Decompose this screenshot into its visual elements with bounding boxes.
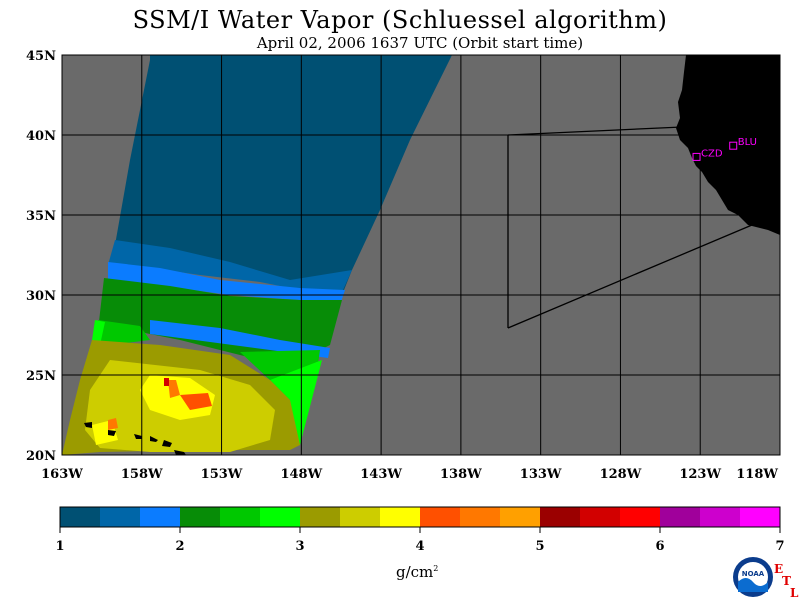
swath-band-bright-blue [108,262,345,305]
lon-axis-labels: 163W 158W 153W 148W 143W 138W 133W 128W 123W 118W [41,467,778,482]
map-title: SSM/I Water Vapor (Schluessel algorithm) [132,6,668,34]
colorbar-swatch [140,507,181,527]
lon-label: 158W [121,467,163,482]
swath-patch-orange-3 [108,418,118,430]
colorbar-swatch [620,507,661,527]
colorbar-swatch [300,507,341,527]
lat-label: 30N [26,289,56,304]
colorbar-swatch [660,507,701,527]
colorbar-units: g/cm2 [396,563,439,581]
lon-label: 138W [440,467,482,482]
map-subtitle: April 02, 2006 1637 UTC (Orbit start tim… [256,34,584,52]
station-label: BLU [738,137,757,148]
lat-label: 35N [26,209,56,224]
lon-label: 128W [600,467,642,482]
lon-label: 153W [201,467,243,482]
etl-letter-l: L [790,586,799,600]
colorbar-swatch [100,507,141,527]
colorbar-swatch [540,507,581,527]
grid-lines [61,54,781,456]
colorbar-swatch [180,507,221,527]
swath-band-mid-blue [108,240,352,290]
swath-band-bright-green [270,360,322,445]
noaa-logo-text: NOAA [742,570,765,578]
colorbar-swatch [60,507,101,527]
lon-label: 163W [41,467,83,482]
colorbar-tick-label: 3 [295,539,304,554]
station-marker [692,152,701,161]
swath-patch-orange-2 [180,393,212,410]
swath-band-green [96,320,150,345]
lat-label: 25N [26,369,56,384]
noaa-logo: NOAA [733,557,773,597]
lon-label: 143W [360,467,402,482]
land-west-coast [676,55,780,235]
station-label: CZD [701,148,723,159]
swath-band-dark-blue [115,55,452,300]
etl-letter-e: E [774,562,784,576]
swath-streak-blue [150,320,330,358]
swath-patch-red [164,378,169,386]
swath-band-dark-green [98,278,342,360]
colorbar-tick-label: 2 [175,539,184,554]
lat-label: 40N [26,129,56,144]
colorbar: 1 2 3 4 5 6 7 [55,506,785,554]
colorbar-swatch [740,507,781,527]
swath [62,55,452,455]
lon-label: 133W [520,467,562,482]
etl-letter-t: T [782,574,791,588]
lon-label: 123W [679,467,721,482]
lon-label: 148W [280,467,322,482]
colorbar-swatch [220,507,261,527]
lat-axis-labels: 45N 40N 35N 30N 25N 20N [26,49,56,464]
colorbar-swatch [340,507,381,527]
station-markers: CZD BLU [692,137,757,161]
lat-label: 20N [26,449,56,464]
colorbar-swatch [700,507,741,527]
hawaii-islands [84,422,186,455]
colorbar-tick-label: 1 [55,539,64,554]
station-marker [729,141,738,150]
lat-label: 45N [26,49,56,64]
swath-patch-orange [168,380,180,398]
colorbar-swatch [260,507,301,527]
orbit-lines [507,126,753,329]
colorbar-swatch [500,507,541,527]
colorbar-swatch [460,507,501,527]
colorbar-tick-label: 6 [655,539,664,554]
colorbar-tick-label: 7 [775,539,784,554]
colorbar-tick-label: 4 [415,539,424,554]
colorbar-swatch [380,507,421,527]
colorbar-swatch [580,507,621,527]
lon-label: 118W [736,467,778,482]
swath-band-bright-green-2 [92,320,105,345]
colorbar-tick-label: 5 [535,539,544,554]
colorbar-swatch [420,507,461,527]
